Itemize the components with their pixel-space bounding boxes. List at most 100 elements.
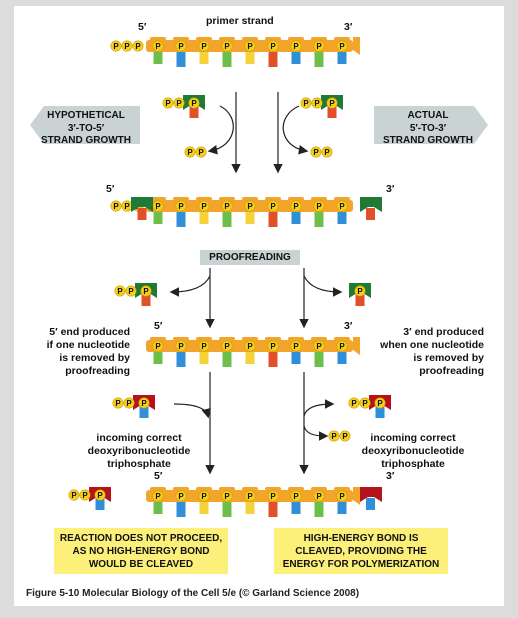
row4-left-strand-phosphate-letter: P	[224, 492, 230, 501]
result-right-line2: CLEAVED, PROVIDING THE	[295, 545, 427, 557]
right-removed-nucleotide-phosphate	[354, 285, 366, 297]
hypothetical-incoming-tail-phosphate	[173, 97, 185, 109]
three-prime-label-row2: 3′	[386, 183, 395, 195]
left-incoming-triphosphate-tail-phosphate	[112, 397, 124, 409]
right-incoming-triphosphate-phosphate-letter: P	[377, 399, 383, 408]
extended-strand-phosphate	[198, 200, 210, 212]
proofread-strand-phosphate	[313, 340, 325, 352]
proofread-strand-base	[291, 352, 301, 364]
primer-strand-phosphate	[244, 40, 256, 52]
hypothetical-line2: 3′-TO-5′	[67, 122, 105, 134]
row4-unbound-nucleotide-phosphate-letter: P	[97, 491, 103, 500]
left-incoming-triphosphate-tail-phosphate	[123, 397, 135, 409]
left-removed-nucleotide-base	[141, 294, 151, 306]
actual-incoming-phosphate	[326, 97, 338, 109]
row4-unbound-nucleotide-base	[95, 498, 105, 510]
proofread-strand-phosphate	[198, 340, 210, 352]
right-removed-nucleotide-base	[355, 294, 365, 306]
proofread-strand-sugar	[311, 337, 327, 341]
extended-strand-right-cap-base	[366, 208, 375, 220]
left-removed-nucleotide-phosphate-letter: P	[143, 287, 149, 296]
proofreading-band: PROOFREADING	[200, 250, 300, 265]
proofread-strand-phosphate-letter: P	[247, 342, 253, 351]
row4-left-strand-base	[337, 502, 347, 514]
five-prime-label-row2: 5′	[106, 183, 115, 195]
actual-incoming-tail-phosphate	[300, 97, 312, 109]
extended-strand-base	[222, 212, 232, 227]
extended-strand-phosphate	[244, 200, 256, 212]
three-prime-label-row4: 3′	[386, 470, 395, 482]
incoming-right-label: incoming correct deoxyribonucleotide tri…	[350, 432, 476, 471]
right-incoming-triphosphate-phosphate	[374, 397, 386, 409]
actual-label: ACTUAL 5′-TO-3′ STRAND GROWTH	[378, 110, 478, 148]
right-removed-nucleotide-phosphate-letter: P	[357, 287, 363, 296]
primer-strand-phosphate	[313, 40, 325, 52]
row4-left-strand-sugar	[150, 487, 166, 491]
row4-left-strand-phosphate	[152, 490, 164, 502]
primer-strand-phosphate-letter: P	[293, 42, 299, 51]
row4-left-strand-base	[245, 502, 255, 514]
hyp-pyrophosphate-1	[184, 146, 196, 158]
extended-strand-phosphate-letter: P	[339, 202, 345, 211]
extended-strand-sugar	[173, 197, 189, 201]
right-incoming-triphosphate-base	[375, 406, 385, 418]
extended-strand-sugar	[150, 197, 166, 201]
right-note-line2: when one nucleotide	[380, 339, 484, 351]
right-incoming-triphosphate-tail-phosphate	[348, 397, 360, 409]
extended-strand-base	[199, 212, 209, 224]
row4-unbound-nucleotide-tail-phosphate	[79, 489, 91, 501]
row4-unbound-nucleotide-phosphate	[94, 489, 106, 501]
row4-left-strand-base	[314, 502, 324, 517]
actual-line3: STRAND GROWTH	[383, 135, 473, 146]
extended-strand-base	[337, 212, 347, 224]
primer-strand-end	[353, 37, 360, 55]
proofread-strand-phosphate-letter: P	[293, 342, 299, 351]
right-incoming-triphosphate-tail-phosphate-letter: P	[362, 399, 368, 408]
proofread-strand-base	[199, 352, 209, 364]
extended-strand-right-cap	[360, 197, 382, 212]
left-incoming-triphosphate-phosphate	[138, 397, 150, 409]
left-removed-nucleotide-tail-phosphate	[114, 285, 126, 297]
proofread-strand-sugar	[334, 337, 350, 341]
proofread-strand-base	[337, 352, 347, 364]
proofread-strand-phosphate-letter: P	[339, 342, 345, 351]
left-removed-nucleotide-tail-phosphate	[125, 285, 137, 297]
extended-strand-sugar	[196, 197, 212, 201]
proofread-strand-phosphate-letter: P	[155, 342, 161, 351]
incoming-left-line2: deoxyribonucleotide	[87, 445, 191, 457]
primer-strand-phosphate-letter: P	[247, 42, 253, 51]
extended-strand-sugar	[242, 197, 258, 201]
row4-left-strand-phosphate	[175, 490, 187, 502]
result-left-line3: WOULD BE CLEAVED	[88, 558, 194, 570]
row4-left-strand-phosphate-letter: P	[201, 492, 207, 501]
row4-left-strand-sugar	[242, 487, 258, 491]
right-pyrophosphate-1-letter: P	[331, 432, 337, 441]
extended-strand-tail-phosphate-letter: P	[124, 202, 130, 211]
proofread-strand-base	[153, 352, 163, 364]
hypothetical-line3: STRAND GROWTH	[41, 135, 131, 146]
five-prime-label-row1: 5′	[138, 21, 147, 33]
primer-strand-base	[337, 52, 347, 64]
primer-strand-sugar	[311, 37, 327, 41]
figure-caption: Figure 5-10 Molecular Biology of the Cel…	[26, 588, 360, 599]
primer-strand-base	[222, 52, 232, 67]
hypothetical-incoming-base	[189, 106, 199, 118]
primer-strand-base	[291, 52, 301, 64]
extended-strand-sugar	[265, 197, 281, 201]
right-incoming-triphosphate-tail-phosphate-letter: P	[351, 399, 357, 408]
row4-right-cap	[360, 487, 382, 502]
actual-incoming-tail-phosphate	[311, 97, 323, 109]
row4-unbound-nucleotide-tail-phosphate-letter: P	[71, 491, 77, 500]
left-note: 5′ end produced if one nucleotide is rem…	[18, 326, 130, 378]
five-prime-label-row4: 5′	[154, 470, 163, 482]
primer-strand-sugar	[150, 37, 166, 41]
curve-right-pyrophosphate	[303, 425, 329, 441]
proofread-strand-phosphate-letter: P	[270, 342, 276, 351]
hypothetical-incoming-tail-phosphate-letter: P	[176, 99, 182, 108]
left-incoming-triphosphate-tail-phosphate-letter: P	[126, 399, 132, 408]
primer-strand-phosphate	[267, 40, 279, 52]
extended-strand-phosphate-letter: P	[293, 202, 299, 211]
primer-strand-phosphate-letter: P	[316, 42, 322, 51]
